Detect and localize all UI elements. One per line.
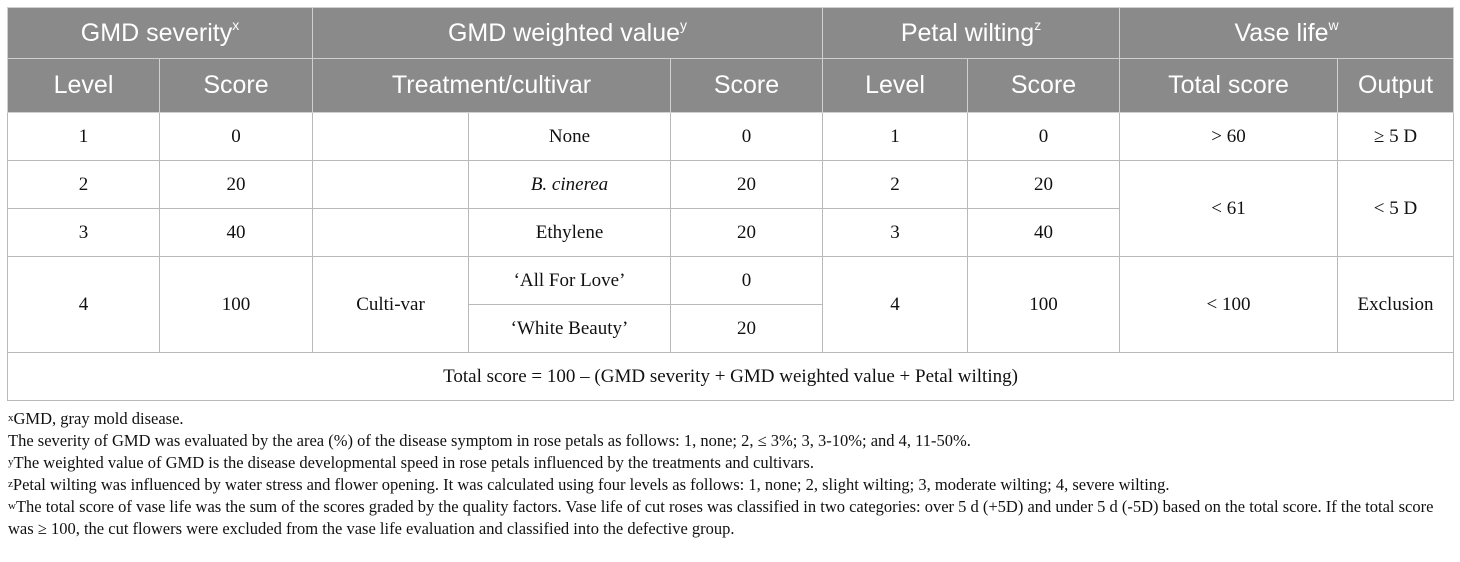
table-cell: 0 (159, 112, 313, 161)
header-gmd-severity: GMD severityx (7, 7, 313, 59)
subheader-level: Level (7, 58, 160, 113)
footnote-z: zPetal wilting was influenced by water s… (8, 475, 1170, 494)
table-cell: ‘All For Love’ (468, 256, 671, 305)
subheader-score: Score (967, 58, 1121, 113)
table-cell: < 5 D (1337, 160, 1455, 257)
header-petal-wilting: Petal wiltingz (822, 7, 1121, 59)
table-cell: ≥ 5 D (1337, 112, 1455, 161)
table-cell: B. cinerea (468, 160, 671, 209)
table-row: 2 20 B. cinerea 20 2 20 < 61 < 5 D (7, 160, 1455, 257)
subheader-total-score: Total score (1119, 58, 1339, 113)
subheader-row: Level Score Treatment/cultivar Score Lev… (7, 58, 1455, 113)
total-formula: Total score = 100 – (GMD severity + GMD … (6, 352, 1455, 401)
footnotes: xGMD, gray mold disease. The severity of… (7, 408, 1453, 540)
table-cell: Ethylene (468, 208, 671, 257)
table-cell: < 100 (1119, 256, 1339, 353)
table-cell (312, 160, 469, 209)
table-cell: None (468, 112, 671, 161)
subheader-level: Level (822, 58, 969, 113)
table-cell: 20 (967, 160, 1121, 209)
table-cell: 1 (7, 112, 160, 161)
table-cell: 40 (967, 208, 1121, 257)
footnote-x-detail: The severity of GMD was evaluated by the… (8, 431, 971, 450)
table-cell: 0 (967, 112, 1121, 161)
subheader-output: Output (1337, 58, 1455, 113)
table-row: 3 40 Ethylene 20 3 40 (7, 208, 1454, 257)
table-cell: ‘White Beauty’ (468, 304, 671, 353)
footnote-y: yThe weighted value of GMD is the diseas… (8, 453, 814, 472)
table-cell: 0 (669, 256, 824, 305)
table-cell: 100 (159, 256, 313, 353)
table-row: 4 100 Culti-var ‘All For Love’ 0 4 100 <… (7, 256, 1455, 353)
table-cell: 4 (7, 256, 160, 353)
table-cell: 0 (669, 112, 824, 161)
subheader-score: Score (159, 58, 313, 113)
table-container: GMD severityx GMD weighted valuey Petal … (6, 7, 1455, 540)
table-cell: 2 (822, 160, 969, 209)
table-cell: Exclusion (1337, 256, 1455, 353)
table-cell: 40 (159, 208, 313, 257)
table-cell: Culti-var (312, 256, 469, 353)
footnote-x: xGMD, gray mold disease. (8, 409, 184, 428)
table-cell: 3 (7, 208, 160, 257)
table-cell: 1 (822, 112, 969, 161)
footnote-w: wThe total score of vase life was the su… (8, 497, 1434, 538)
subheader-score: Score (669, 58, 824, 113)
table-row: ‘White Beauty’ 20 (8, 304, 1454, 353)
table-cell: 4 (822, 256, 969, 353)
table-cell: 2 (7, 160, 160, 209)
table-cell: 20 (159, 160, 313, 209)
table-cell (312, 208, 469, 257)
vase-life-scoring-table: GMD severityx GMD weighted valuey Petal … (6, 7, 1455, 401)
table-cell (312, 112, 469, 161)
header-row: GMD severityx GMD weighted valuey Petal … (7, 7, 1455, 59)
table-cell: 20 (669, 160, 824, 209)
header-vase-life: Vase lifew (1119, 7, 1455, 59)
table-cell: > 60 (1119, 112, 1339, 161)
table-cell: 100 (967, 256, 1121, 353)
header-gmd-weighted-value: GMD weighted valuey (311, 7, 824, 59)
total-formula-row: Total score = 100 – (GMD severity + GMD … (6, 352, 1455, 401)
table-cell: 20 (669, 304, 824, 353)
subheader-treatment-cultivar: Treatment/cultivar (312, 58, 671, 113)
table-cell: < 61 (1119, 160, 1339, 257)
table-row: 1 0 None 0 1 0 > 60 ≥ 5 D (7, 112, 1455, 161)
table-cell: 20 (669, 208, 824, 257)
table-cell: 3 (822, 208, 969, 257)
